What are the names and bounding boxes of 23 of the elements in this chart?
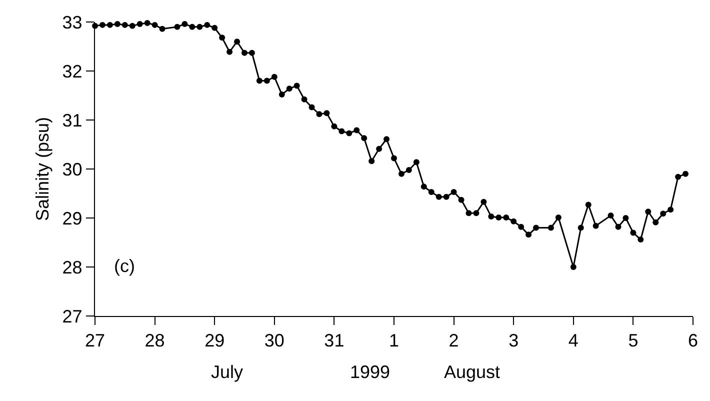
x-tick-label: 2 [448, 330, 459, 351]
annotation: (c) [114, 256, 135, 276]
x-tick-label: 5 [628, 330, 638, 351]
x-tick-label: 27 [84, 330, 106, 351]
text: August [444, 362, 500, 382]
y-axis-title: Salinity (psu) [32, 116, 52, 222]
y-tick-label: 30 [62, 159, 82, 180]
x-tick-label: 6 [688, 330, 698, 351]
x-tick-label: 3 [508, 330, 519, 351]
text: 1999 [350, 362, 390, 382]
y-tick-label: 28 [62, 257, 82, 278]
y-tick-label: 32 [62, 61, 82, 82]
x-tick-label: 28 [144, 330, 165, 351]
x-tick-label: 1 [388, 330, 400, 351]
x-tick-label: 29 [204, 330, 225, 351]
y-tick-label: 29 [62, 208, 82, 228]
y-tick-label: 27 [62, 306, 82, 326]
x-tick-label: 4 [568, 330, 578, 351]
y-tick-label: 33 [62, 12, 82, 32]
x-tick-label: 31 [324, 330, 344, 351]
x-tick-label: 30 [264, 330, 284, 351]
text: July [211, 362, 244, 382]
y-tick-label: 31 [62, 110, 82, 130]
